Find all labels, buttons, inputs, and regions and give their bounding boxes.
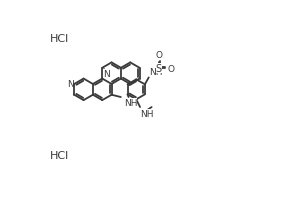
Text: S: S — [156, 64, 162, 74]
Text: NH: NH — [140, 109, 153, 118]
Text: N: N — [103, 69, 110, 78]
Text: O: O — [155, 51, 162, 60]
Text: HCl: HCl — [50, 150, 69, 160]
Text: N: N — [67, 80, 73, 89]
Text: O: O — [168, 64, 175, 73]
Text: NH: NH — [124, 98, 137, 107]
Text: NH: NH — [149, 68, 162, 76]
Text: HCl: HCl — [50, 34, 69, 44]
